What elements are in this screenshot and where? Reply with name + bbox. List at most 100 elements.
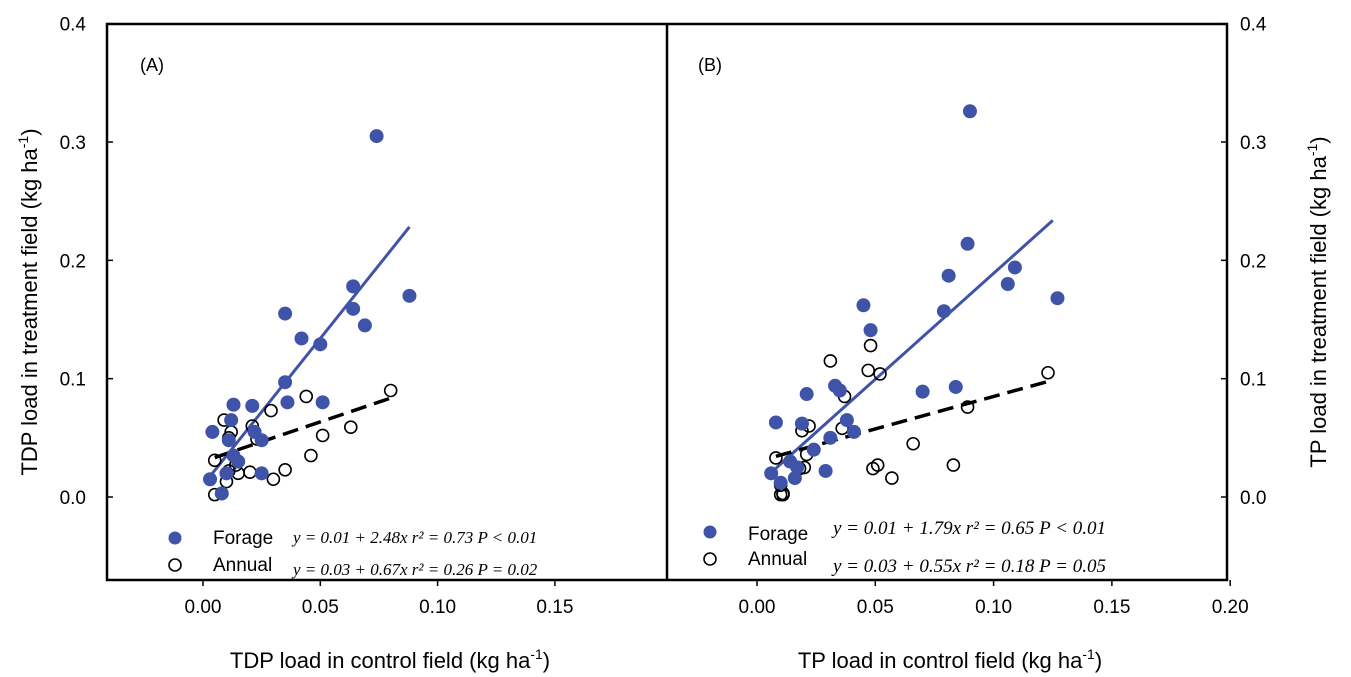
y-axis-title-right: TP load in treatment field (kg ha-1) <box>1304 136 1331 467</box>
x-axis-b: 0.00 0.05 0.10 0.15 0.20 <box>739 580 1249 618</box>
point-annual-a-16 <box>278 462 292 477</box>
point-forage-a-14 <box>278 375 293 390</box>
point-forage-a-5 <box>224 413 239 428</box>
point-forage-a-1 <box>205 424 220 439</box>
point-forage-a-2 <box>214 486 229 501</box>
point-annual-b-14 <box>863 338 878 353</box>
point-forage-b-13 <box>839 413 854 428</box>
x-axis-title-a: TDP load in control field (kg ha-1) <box>230 646 550 673</box>
point-forage-b-1 <box>768 415 783 430</box>
legend-label-forage-b: Forage <box>748 524 808 545</box>
x-tick-label-a-2: 0.10 <box>419 597 456 618</box>
point-forage-b-25 <box>1050 291 1065 306</box>
point-forage-b-4 <box>787 471 802 486</box>
panel-label-b: (B) <box>698 55 722 75</box>
x-tick-label-a-3: 0.15 <box>536 597 573 618</box>
point-forage-b-17 <box>915 384 930 399</box>
regression-line-forage-a <box>208 225 411 478</box>
x-axis-title-b: TP load in control field (kg ha-1) <box>798 646 1102 673</box>
panel-label-a: (A) <box>140 55 164 75</box>
legend-label-annual-b: Annual <box>748 549 807 570</box>
point-forage-a-4 <box>221 433 236 448</box>
point-forage-b-19 <box>941 268 956 283</box>
point-forage-b-6 <box>794 416 809 431</box>
point-forage-b-16 <box>863 323 878 338</box>
point-forage-b-14 <box>847 424 862 439</box>
point-forage-b-23 <box>1000 277 1015 292</box>
y-tick-label-a-1: 0.1 <box>60 370 86 391</box>
point-forage-b-20 <box>948 379 963 394</box>
y-tick-label-a-2: 0.2 <box>60 251 86 272</box>
point-forage-b-18 <box>936 304 951 319</box>
point-annual-a-15 <box>266 472 281 487</box>
point-forage-a-19 <box>346 279 361 294</box>
point-forage-b-9 <box>818 463 833 478</box>
point-forage-a-17 <box>313 337 328 352</box>
y-axis-left: 0.0 0.1 0.2 0.3 0.4 <box>60 15 113 509</box>
point-forage-b-21 <box>960 236 975 251</box>
point-annual-b-16 <box>870 458 885 472</box>
x-axis-a: 0.00 0.05 0.10 0.15 <box>185 580 573 618</box>
x-tick-label-b-1: 0.05 <box>857 597 894 618</box>
y-tick-label-b-2: 0.2 <box>1240 251 1266 272</box>
regression-line-forage-b <box>774 219 1054 470</box>
point-forage-b-7 <box>799 387 814 402</box>
point-forage-b-15 <box>856 298 871 313</box>
point-annual-a-19 <box>315 428 330 443</box>
point-forage-b-12 <box>832 383 847 398</box>
point-annual-a-0 <box>207 453 222 468</box>
point-forage-b-22 <box>962 104 977 119</box>
equation-annual-a: y = 0.03 + 0.67x r² = 0.26 P = 0.02 <box>291 560 538 579</box>
point-forage-b-24 <box>1007 260 1022 275</box>
point-forage-a-8 <box>231 454 246 469</box>
point-forage-a-23 <box>402 288 417 303</box>
point-forage-a-6 <box>226 397 241 412</box>
plot-area-a <box>203 129 417 502</box>
legend-label-annual-a: Annual <box>213 555 272 576</box>
panel-a: (A) 0.0 0.1 0.2 0.3 0.4 0.00 0.05 0.10 0.15 For… <box>15 15 573 673</box>
point-annual-a-14 <box>264 403 278 418</box>
y-tick-label-b-0: 0.0 <box>1240 488 1266 509</box>
legend-label-forage-a: Forage <box>213 528 273 549</box>
point-forage-a-16 <box>294 331 309 346</box>
point-annual-b-21 <box>960 400 975 414</box>
point-forage-a-20 <box>346 301 361 316</box>
legend-a: Forage y = 0.01 + 2.48x r² = 0.73 P < 0.… <box>168 528 538 579</box>
point-forage-b-5 <box>790 460 805 475</box>
regression-line-annual-a <box>214 396 392 460</box>
legend-marker-annual-a <box>168 558 182 572</box>
point-annual-b-10 <box>823 354 838 368</box>
point-annual-b-18 <box>885 471 899 485</box>
point-annual-b-17 <box>873 367 887 381</box>
x-tick-label-b-0: 0.00 <box>739 597 776 618</box>
point-forage-a-15 <box>280 395 295 410</box>
plot-area-b <box>764 104 1065 502</box>
point-forage-a-12 <box>254 466 269 481</box>
point-annual-a-20 <box>343 420 358 434</box>
y-axis-title-left: TDP load in treatment field (kg ha-1) <box>15 128 42 475</box>
legend-marker-forage-b <box>703 525 717 539</box>
point-annual-a-18 <box>304 448 318 463</box>
point-annual-b-13 <box>861 363 876 378</box>
point-annual-b-22 <box>1041 365 1055 380</box>
y-tick-label-b-3: 0.3 <box>1240 133 1266 154</box>
x-tick-label-b-3: 0.15 <box>1093 597 1130 618</box>
legend-marker-annual-b <box>703 552 717 566</box>
x-tick-label-a-0: 0.00 <box>185 597 222 618</box>
y-tick-label-b-1: 0.1 <box>1240 370 1266 391</box>
point-forage-a-0 <box>203 472 218 487</box>
x-tick-label-b-4: 0.20 <box>1212 597 1249 618</box>
legend-b: Forage y = 0.01 + 1.79x r² = 0.65 P < 0.… <box>703 518 1106 577</box>
point-forage-b-8 <box>806 442 821 457</box>
legend-marker-forage-a <box>168 531 182 545</box>
y-tick-label-b-4: 0.4 <box>1240 15 1267 36</box>
point-annual-b-20 <box>946 458 961 472</box>
point-forage-a-22 <box>369 129 384 144</box>
x-tick-label-b-2: 0.10 <box>975 597 1012 618</box>
point-annual-b-0 <box>769 451 783 465</box>
point-forage-a-11 <box>254 433 269 448</box>
point-forage-b-10 <box>823 430 838 445</box>
point-forage-a-21 <box>357 318 372 333</box>
point-forage-b-0 <box>764 466 779 481</box>
